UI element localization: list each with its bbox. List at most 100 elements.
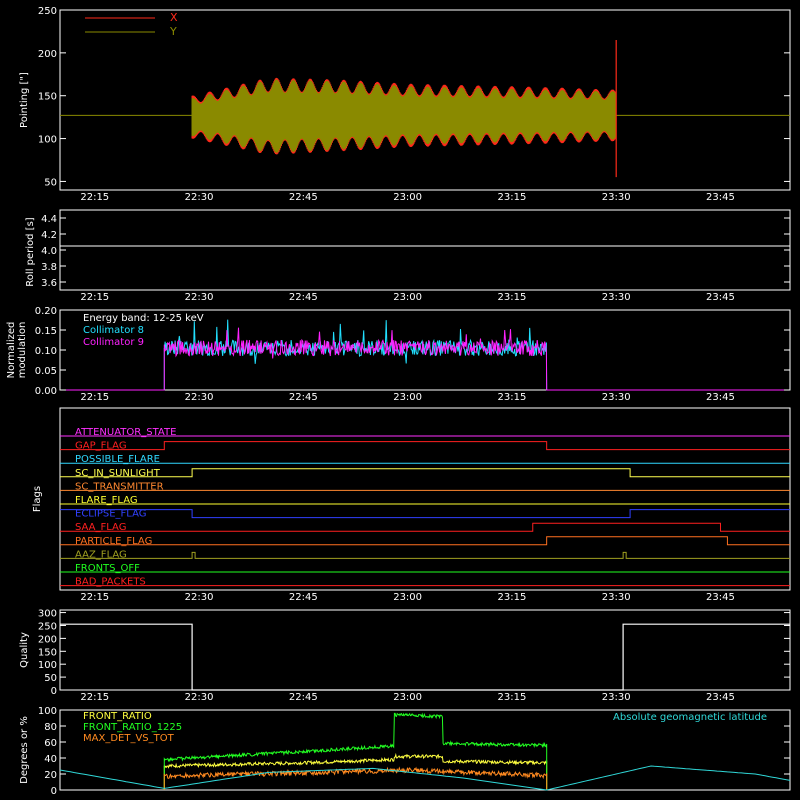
- flag-label: FRONTS_OFF: [75, 563, 140, 574]
- quality-ylabel: Quality: [19, 632, 30, 668]
- ytick-label: 100: [38, 706, 57, 717]
- time-tick-label: 23:30: [602, 192, 631, 203]
- ytick-label: 4.0: [41, 246, 57, 257]
- ytick-label: 0.15: [35, 326, 57, 337]
- flag-line: [60, 536, 790, 546]
- ratios-data: [59, 712, 791, 791]
- legend-x-label: X: [170, 11, 178, 24]
- ratio-series-0: [163, 752, 548, 791]
- time-axis-1: 22:15 22:30 22:45 23:00 23:15 23:30 23:45: [80, 192, 735, 203]
- flags-ylabel: Flags: [32, 486, 43, 512]
- ytick-label: 50: [44, 177, 57, 188]
- time-tick-label: 22:30: [185, 592, 214, 603]
- pointing-data: [60, 40, 790, 178]
- time-tick-label: 23:00: [393, 192, 422, 203]
- ytick-label: 80: [44, 722, 57, 733]
- flag-line: [60, 509, 790, 519]
- ratios-frame: [59, 709, 791, 791]
- flag-label: GAP_FLAG: [75, 441, 127, 452]
- ytick-label: 60: [44, 738, 57, 749]
- ratios-panel: Degrees or % 0 20 40 60 80 100 FRONT_RATIO FR…: [19, 706, 791, 797]
- time-tick-label: 22:45: [289, 392, 318, 403]
- ratios-ylabel: Degrees or %: [19, 716, 30, 784]
- time-axis-4: 22:15 22:30 22:45 23:00 23:15 23:30 23:45: [80, 592, 735, 603]
- ytick-label: 200: [38, 634, 57, 645]
- time-tick-label: 23:00: [393, 592, 422, 603]
- ytick-label: 100: [38, 660, 57, 671]
- ytick-label: 50: [44, 673, 57, 684]
- roll-ylabel: Roll period [s]: [25, 217, 36, 286]
- time-tick-label: 23:30: [602, 292, 631, 303]
- modulation-panel: Normalized modulation 0.000.050.100.150.…: [6, 306, 791, 397]
- ytick-label: 4.4: [41, 214, 57, 225]
- time-tick-label: 22:15: [80, 292, 109, 303]
- time-tick-label: 22:30: [185, 192, 214, 203]
- flags-data: ATTENUATOR_STATE GAP_FLAG POSSIBLE_FLARE SC…: [60, 427, 790, 588]
- ytick-label: 0.10: [35, 346, 57, 357]
- time-tick-label: 22:30: [185, 692, 214, 703]
- quality-data: [60, 623, 790, 691]
- time-tick-label: 22:45: [289, 692, 318, 703]
- ytick-label: 0: [51, 686, 57, 697]
- modulation-ylabel-2: modulation: [17, 322, 28, 379]
- time-tick-label: 23:15: [497, 392, 526, 403]
- time-axis-5: 22:15 22:30 22:45 23:00 23:15 23:30 23:45: [80, 692, 735, 703]
- flag-label: SC_IN_SUNLIGHT: [75, 468, 161, 479]
- ratios-yticks: 0 20 40 60 80 100: [38, 706, 790, 797]
- time-tick-label: 22:15: [80, 592, 109, 603]
- pointing-legend: X Y: [85, 11, 178, 38]
- ytick-label: 250: [38, 6, 57, 17]
- time-tick-label: 23:30: [602, 692, 631, 703]
- ytick-label: 250: [38, 621, 57, 632]
- flag-label: ECLIPSE_FLAG: [75, 509, 146, 520]
- flag-label: POSSIBLE_FLARE: [75, 454, 160, 465]
- flag-label: AAZ_FLAG: [75, 549, 127, 560]
- time-tick-label: 22:30: [185, 392, 214, 403]
- ytick-label: 20: [44, 770, 57, 781]
- ytick-label: 4.2: [41, 230, 57, 241]
- time-tick-label: 23:45: [706, 192, 735, 203]
- time-tick-label: 23:45: [706, 392, 735, 403]
- time-tick-label: 23:30: [602, 392, 631, 403]
- time-tick-label: 22:15: [80, 692, 109, 703]
- time-tick-label: 22:45: [289, 592, 318, 603]
- flag-label: SC_TRANSMITTER: [75, 481, 164, 492]
- ytick-label: 3.8: [41, 262, 57, 273]
- time-tick-label: 23:15: [497, 592, 526, 603]
- collimator8-label: Collimator 8: [83, 325, 144, 336]
- ytick-label: 0: [51, 786, 57, 797]
- time-tick-label: 23:45: [706, 592, 735, 603]
- ytick-label: 0.00: [35, 386, 57, 397]
- pointing-yticks: 50 100 150 200 250: [38, 6, 790, 188]
- legend-y-label: Y: [169, 25, 177, 38]
- ratio-series-1: [163, 712, 548, 791]
- ratio-series-2: [163, 766, 548, 791]
- time-tick-label: 22:45: [289, 192, 318, 203]
- time-tick-label: 23:15: [497, 292, 526, 303]
- quality-line: [60, 623, 790, 691]
- flag-label: FLARE_FLAG: [75, 495, 138, 506]
- flag-label: PARTICLE_FLAG: [75, 536, 152, 547]
- collimator9-label: Collimator 9: [83, 337, 144, 348]
- time-tick-label: 22:30: [185, 292, 214, 303]
- flag-label: SAA_FLAG: [75, 522, 126, 533]
- geomag-label: Absolute geomagnetic latitude: [613, 712, 767, 723]
- pointing-frame: [59, 9, 791, 191]
- flags-panel: Flags ATTENUATOR_STATE GAP_FLAG POSSIBLE_F…: [32, 407, 791, 591]
- front-ratio-1225-label: FRONT_RATIO_1225: [83, 722, 182, 733]
- time-tick-label: 23:00: [393, 692, 422, 703]
- ytick-label: 150: [38, 92, 57, 103]
- pointing-series-y: [191, 79, 617, 153]
- energy-band-label: Energy band: 12-25 keV: [83, 313, 204, 324]
- roll-yticks: 3.6 3.8 4.0 4.2 4.4: [41, 214, 790, 289]
- time-tick-label: 23:15: [497, 692, 526, 703]
- flag-line: [60, 522, 790, 532]
- time-tick-label: 22:15: [80, 192, 109, 203]
- ytick-label: 0.20: [35, 306, 57, 317]
- modulation-ylabel-1: Normalized: [6, 322, 17, 379]
- ytick-label: 150: [38, 647, 57, 658]
- flag-label: ATTENUATOR_STATE: [75, 427, 176, 438]
- pointing-ylabel: Pointing ["]: [19, 72, 30, 128]
